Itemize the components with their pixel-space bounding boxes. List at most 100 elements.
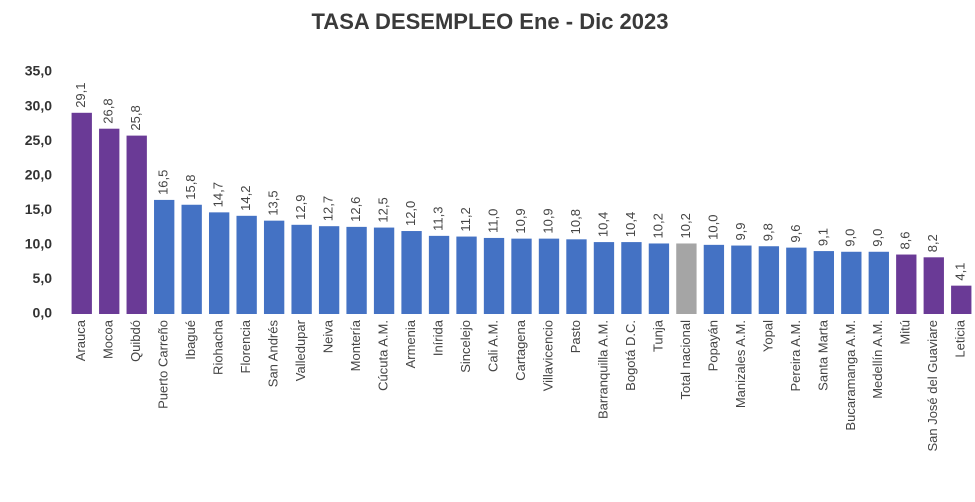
bar xyxy=(263,220,285,314)
bar xyxy=(291,224,312,314)
x-tick-label: Barranquilla A.M. xyxy=(595,320,610,419)
data-label: 14,7 xyxy=(211,182,226,207)
x-tick-label: Cali A.M. xyxy=(485,320,500,372)
x-tick-label: Total nacional xyxy=(678,320,693,400)
x-tick-label: Popayán xyxy=(705,320,720,371)
bar xyxy=(923,257,944,314)
data-label: 12,0 xyxy=(403,201,418,226)
bar xyxy=(126,135,147,314)
x-tick-label: Cúcuta A.M. xyxy=(376,320,391,391)
bar xyxy=(786,247,807,314)
x-tick-label: San José del Guaviare xyxy=(925,320,940,452)
data-label: 16,5 xyxy=(156,170,171,195)
bar xyxy=(483,237,505,314)
data-label: 25,8 xyxy=(128,105,143,130)
bar xyxy=(428,235,450,314)
y-tick-label: 10,0 xyxy=(25,236,52,252)
data-label: 11,2 xyxy=(458,207,473,231)
y-tick-label: 5,0 xyxy=(33,270,53,286)
bar xyxy=(456,236,477,314)
x-tick-label: Arauca xyxy=(73,319,88,361)
x-tick-label: Armenia xyxy=(403,319,418,368)
x-tick-label: Tunja xyxy=(650,319,665,352)
x-tick-label: Florencia xyxy=(238,319,253,373)
y-tick-label: 20,0 xyxy=(25,166,52,182)
data-label: 12,5 xyxy=(376,197,391,222)
data-label: 10,2 xyxy=(650,213,665,238)
data-label: 9,6 xyxy=(788,225,803,243)
data-label: 26,8 xyxy=(101,98,116,123)
bar xyxy=(676,243,697,314)
x-tick-label: Villavicencio xyxy=(540,320,555,391)
x-tick-label: Neiva xyxy=(321,319,336,353)
bar xyxy=(71,112,92,315)
x-tick-label: Inírida xyxy=(430,319,445,356)
data-label: 29,1 xyxy=(73,82,88,107)
bar xyxy=(841,251,862,314)
data-label: 12,6 xyxy=(348,197,363,222)
bar xyxy=(951,285,972,314)
bar xyxy=(758,246,780,314)
x-tick-label: Mocoa xyxy=(101,319,116,359)
y-tick-label: 25,0 xyxy=(25,132,52,148)
bar xyxy=(621,242,642,314)
y-tick-label: 35,0 xyxy=(25,63,52,79)
data-label: 9,1 xyxy=(815,228,830,246)
x-tick-label: Mitú xyxy=(898,320,913,345)
x-tick-label: Sincelejo xyxy=(458,320,473,373)
data-label: 8,6 xyxy=(898,231,913,249)
y-tick-label: 0,0 xyxy=(33,305,53,321)
bar xyxy=(511,238,532,314)
x-tick-label: Yopal xyxy=(760,320,775,352)
data-label: 9,9 xyxy=(733,222,748,240)
bar xyxy=(896,254,917,314)
x-tick-label: Puerto Carreño xyxy=(156,320,171,409)
bar xyxy=(566,239,587,314)
data-label: 9,0 xyxy=(843,229,858,247)
bar xyxy=(593,242,615,314)
data-label: 11,3 xyxy=(430,207,445,231)
data-label: 14,2 xyxy=(238,186,253,211)
bar xyxy=(538,238,560,314)
data-label: 11,0 xyxy=(485,209,500,233)
x-tick-label: Ibagué xyxy=(183,320,198,360)
data-label: 10,4 xyxy=(595,212,610,237)
x-tick-label: Cartagena xyxy=(513,319,528,380)
data-label: 10,8 xyxy=(568,209,583,234)
data-label: 10,4 xyxy=(623,212,638,237)
bar xyxy=(401,231,422,314)
data-label: 12,7 xyxy=(321,196,336,221)
x-tick-label: Valledupar xyxy=(293,319,308,381)
data-label: 10,2 xyxy=(678,213,693,238)
x-tick-label: Pasto xyxy=(568,320,583,353)
x-tick-label: Montería xyxy=(348,319,363,371)
y-tick-label: 30,0 xyxy=(25,97,52,113)
bar xyxy=(703,244,725,314)
bar xyxy=(731,245,752,314)
bar xyxy=(648,243,670,314)
bar xyxy=(868,251,889,314)
data-label: 15,8 xyxy=(183,174,198,199)
data-label: 4,1 xyxy=(953,263,968,281)
x-tick-label: Riohacha xyxy=(211,319,226,375)
bar xyxy=(373,227,395,314)
data-label: 8,2 xyxy=(925,234,940,252)
x-tick-label: Medellín A.M. xyxy=(870,320,885,399)
bar xyxy=(318,226,340,314)
data-label: 9,8 xyxy=(760,223,775,241)
bar xyxy=(181,204,202,314)
bar xyxy=(813,251,835,314)
x-tick-label: Santa Marta xyxy=(815,319,830,391)
data-label: 10,9 xyxy=(540,208,555,233)
x-tick-label: Bucaramanga A.M. xyxy=(843,320,858,431)
data-label: 12,9 xyxy=(293,194,308,219)
chart-title: TASA DESEMPLEO Ene - Dic 2023 xyxy=(312,9,669,34)
bar xyxy=(99,128,120,314)
x-tick-label: Bogotá D.C. xyxy=(623,320,638,391)
bar xyxy=(236,215,257,314)
x-tick-label: Quibdó xyxy=(128,320,143,362)
bar xyxy=(208,212,230,314)
x-tick-label: Manizales A.M. xyxy=(733,320,748,408)
x-tick-label: Pereira A.M. xyxy=(788,320,803,392)
